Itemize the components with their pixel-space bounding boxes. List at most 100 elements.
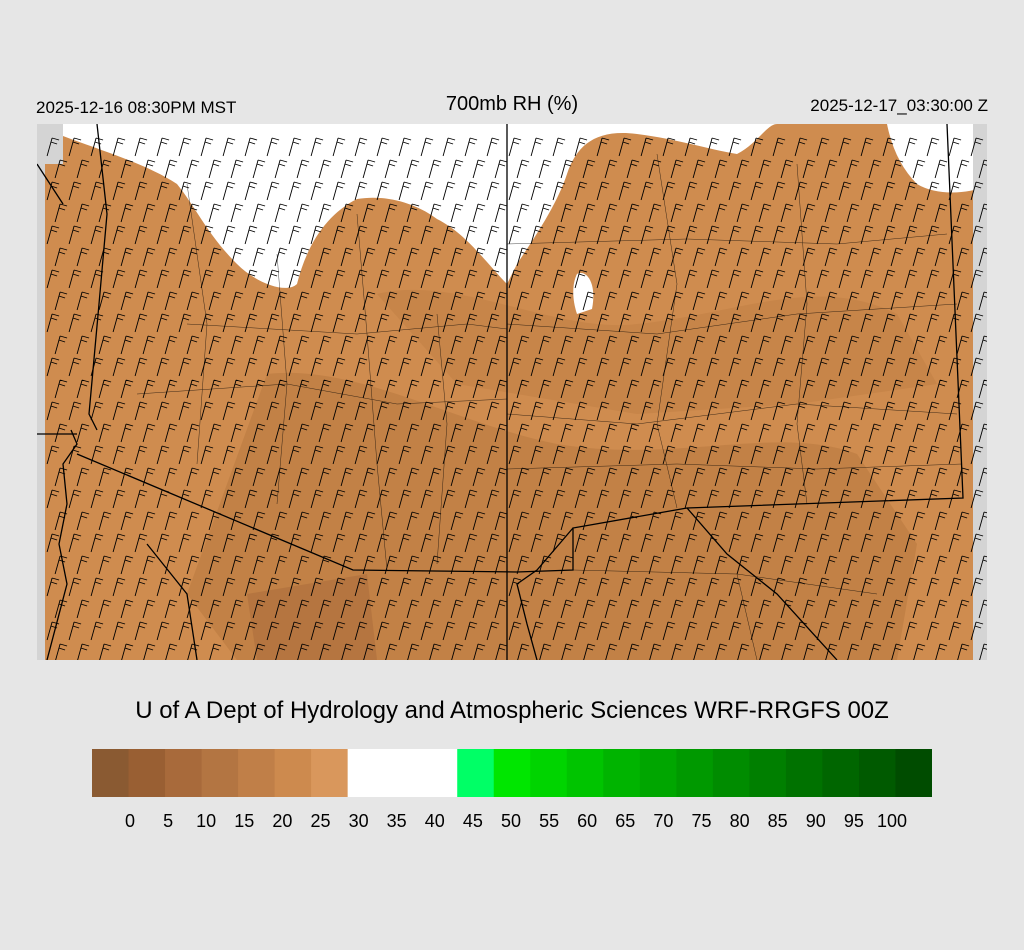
wind-barb (354, 137, 368, 157)
wind-barb (684, 577, 698, 597)
map-edge-right (973, 124, 987, 660)
wind-barb (200, 533, 214, 553)
wind-barb (847, 643, 860, 660)
wind-barb (816, 313, 830, 333)
wind-barb (978, 555, 987, 575)
wind-barb (120, 203, 134, 223)
wind-barb (68, 489, 82, 509)
wind-barb (494, 467, 508, 487)
wind-barb (904, 621, 918, 641)
wind-barb (948, 225, 962, 245)
wind-barb (882, 401, 896, 421)
wind-barb (574, 181, 588, 201)
wind-barb (728, 225, 742, 245)
colorbar-swatch (420, 749, 458, 797)
wind-barb (736, 291, 750, 311)
wind-barb (882, 269, 896, 289)
wind-barb (186, 511, 200, 531)
wind-barb (442, 445, 456, 465)
wind-barb (508, 357, 522, 377)
wind-barb (134, 621, 148, 641)
wind-barb (296, 555, 310, 575)
credit-line: U of A Dept of Hydrology and Atmospheric… (135, 697, 889, 724)
wind-barb (142, 159, 156, 179)
wind-barb (508, 181, 522, 201)
wind-barb (838, 357, 852, 377)
wind-barb (728, 313, 742, 333)
wind-barb (310, 225, 324, 245)
wind-barb (530, 269, 544, 289)
wind-barb (794, 445, 808, 465)
wind-barb (772, 489, 786, 509)
wind-barb (574, 357, 588, 377)
wind-barb (208, 599, 222, 619)
colorbar-swatch (858, 749, 897, 797)
wind-barb (209, 643, 222, 660)
wind-barb (736, 467, 750, 487)
colorbar-tick-label: 15 (234, 811, 255, 831)
wind-barb (626, 379, 640, 399)
wind-barb (662, 181, 676, 201)
wind-barb (46, 533, 60, 553)
wind-barb (406, 379, 420, 399)
wind-barb (640, 137, 654, 157)
wind-barb (560, 379, 574, 399)
wind-barb (978, 335, 987, 355)
wind-barb (516, 379, 530, 399)
wind-barb (230, 423, 244, 443)
wind-barb (288, 225, 302, 245)
wind-barb (429, 643, 442, 660)
wind-barb (200, 225, 214, 245)
wind-barb (904, 269, 918, 289)
wind-barb (574, 533, 588, 553)
wind-barb (714, 511, 728, 531)
wind-barb (706, 357, 720, 377)
wind-barb (68, 225, 82, 245)
wind-barb (802, 291, 816, 311)
wind-barb (970, 621, 984, 641)
wind-barb (428, 511, 442, 531)
wind-barb (384, 291, 398, 311)
wind-barb (516, 335, 530, 355)
wind-barb (970, 357, 984, 377)
wind-barb (750, 225, 764, 245)
wind-barb (134, 313, 148, 333)
wind-barb (516, 203, 530, 223)
wind-barb (926, 577, 940, 597)
wind-barb (274, 203, 288, 223)
county-line (186, 323, 508, 335)
wind-barb (618, 401, 632, 421)
wind-barb (670, 159, 684, 179)
wind-barb (868, 599, 882, 619)
wind-barb (868, 555, 882, 575)
wind-barb (750, 489, 764, 509)
wind-barb (846, 555, 860, 575)
wind-barb (970, 489, 984, 509)
wind-barb (758, 423, 772, 443)
wind-barb (297, 643, 310, 660)
wind-barb (384, 335, 398, 355)
border-lines (37, 124, 964, 660)
wind-barb (178, 533, 192, 553)
wind-barb (926, 137, 940, 157)
wind-barb (912, 291, 926, 311)
wind-barb (816, 401, 830, 421)
colorbar-swatch (201, 749, 239, 797)
wind-barb (956, 335, 970, 355)
wind-barb (376, 489, 390, 509)
wind-barb (530, 577, 544, 597)
wind-barb (948, 445, 962, 465)
wind-barb (890, 555, 904, 575)
wind-barb (486, 269, 500, 289)
wind-barb (956, 291, 970, 311)
moist-region-east (887, 124, 987, 193)
wind-barb (780, 291, 794, 311)
wind-barb (288, 357, 302, 377)
wind-barb (934, 555, 948, 575)
wind-barb (244, 181, 258, 201)
wind-barb (948, 357, 962, 377)
wind-barb (662, 533, 676, 553)
wind-barb (560, 599, 574, 619)
wind-barb (913, 643, 926, 660)
wind-barb (970, 137, 984, 157)
